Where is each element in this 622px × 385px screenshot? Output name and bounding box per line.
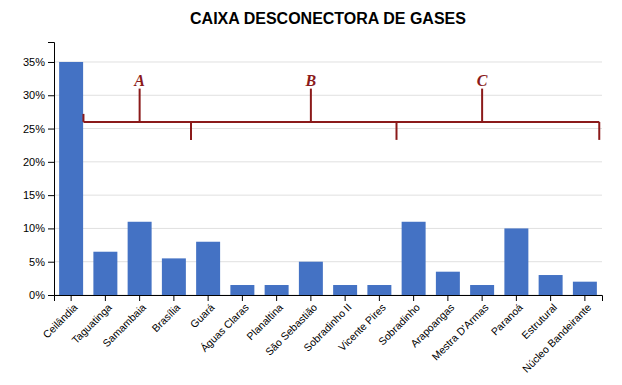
y-tick: 5% (29, 256, 54, 268)
annotation-label: B (305, 72, 317, 89)
grid-line (54, 128, 602, 129)
y-tick-label: 15% (23, 189, 45, 201)
bar (128, 222, 152, 295)
y-tick-label: 30% (23, 89, 45, 101)
x-tick-mark (550, 295, 551, 301)
grid-line (54, 61, 602, 62)
bracket-divider (396, 122, 398, 140)
y-tick: 0% (29, 289, 54, 301)
y-tick-label: 35% (23, 56, 45, 68)
bar (196, 242, 220, 295)
x-tick-mark (208, 295, 209, 301)
grid-line (54, 95, 602, 96)
bar (162, 258, 186, 295)
x-tick-mark (413, 295, 414, 301)
y-tick-label: 25% (23, 123, 45, 135)
y-tick-mark (48, 162, 54, 163)
y-tick: 25% (23, 123, 54, 135)
x-tick-mark (139, 295, 140, 301)
y-axis-line (48, 43, 55, 296)
bar (265, 285, 289, 295)
grid-line (54, 161, 602, 162)
bar (402, 222, 426, 295)
bar (333, 285, 357, 295)
y-axis: 0% 5% 10% 15% 20% 25% 30% 35% (23, 43, 55, 302)
bracket-divider (190, 122, 192, 140)
bracket-start-tick (82, 114, 84, 122)
x-tick-label: Mestra D'Armas (429, 301, 490, 362)
x-tick-mark (71, 295, 72, 301)
y-tick-mark (48, 95, 54, 96)
bar (436, 272, 460, 295)
annotation-label: A (133, 72, 145, 89)
annotation-label: C (477, 72, 488, 89)
grid (54, 62, 602, 295)
bracket: A B C (83, 72, 599, 140)
bars (59, 62, 597, 295)
x-tick-mark (447, 295, 448, 301)
y-tick: 15% (23, 189, 54, 201)
x-tick-label: Vicente Pires (336, 301, 388, 353)
y-tick: 30% (23, 89, 54, 101)
bar (470, 285, 494, 295)
bar (93, 252, 117, 295)
x-tick-mark (584, 295, 585, 301)
bar (367, 285, 391, 295)
chart-container: 0% 5% 10% 15% 20% 25% 30% 35% CeilândiaTaguating… (0, 0, 622, 385)
chart-title: CAIXA DESCONECTORA DE GASES (190, 10, 466, 27)
y-tick-mark (48, 228, 54, 229)
bar (573, 282, 597, 295)
bracket-spike (139, 89, 141, 122)
y-tick-mark (48, 129, 54, 130)
bar (59, 62, 83, 295)
x-tick: Águas Claras (198, 295, 251, 354)
x-tick: Núcleo Bandeirante (520, 295, 594, 375)
x-tick-mark (105, 295, 106, 301)
x-tick-label: Águas Claras (198, 301, 251, 354)
grid-line (54, 195, 602, 196)
y-tick-mark (48, 262, 54, 263)
y-tick-mark (48, 62, 54, 63)
x-tick-mark (173, 295, 174, 301)
y-tick-mark (48, 195, 54, 196)
x-tick-mark (310, 295, 311, 301)
bracket-spike (310, 89, 312, 122)
bracket-end-tick (598, 122, 600, 140)
chart-svg: 0% 5% 10% 15% 20% 25% 30% 35% CeilândiaTaguating… (0, 0, 622, 385)
y-tick: 10% (23, 222, 54, 234)
x-tick: Mestra D'Armas (429, 295, 490, 362)
x-tick: Samambaia (100, 295, 148, 349)
y-tick-label: 0% (29, 289, 45, 301)
bar (230, 285, 254, 295)
y-tick: 20% (23, 156, 54, 168)
plot-area: 0% 5% 10% 15% 20% 25% 30% 35% CeilândiaTaguating… (23, 43, 603, 375)
x-tick-label: Guará (188, 301, 217, 330)
x-tick-mark (242, 295, 243, 301)
x-tick: Guará (188, 295, 217, 330)
x-tick-mark (516, 295, 517, 301)
bar (539, 275, 563, 295)
bracket-line (83, 121, 599, 123)
x-tick-label: Brasília (149, 301, 182, 334)
x-tick-label: Samambaia (100, 301, 148, 349)
y-tick-label: 10% (23, 222, 45, 234)
y-tick: 35% (23, 56, 54, 68)
bar (299, 262, 323, 295)
x-tick-mark (379, 295, 380, 301)
x-tick-label: Núcleo Bandeirante (520, 301, 594, 375)
x-tick-mark (482, 295, 483, 301)
y-tick-label: 5% (29, 256, 45, 268)
x-axis-line (55, 296, 603, 302)
x-tick-mark (276, 295, 277, 301)
x-tick: Brasília (149, 295, 182, 334)
y-tick-label: 20% (23, 156, 45, 168)
y-tick-mark (48, 295, 54, 296)
x-axis: CeilândiaTaguatingaSamambaiaBrasíliaGuar… (40, 295, 602, 375)
x-tick-mark (345, 295, 346, 301)
bracket-spike (481, 89, 483, 122)
bar (504, 228, 528, 295)
